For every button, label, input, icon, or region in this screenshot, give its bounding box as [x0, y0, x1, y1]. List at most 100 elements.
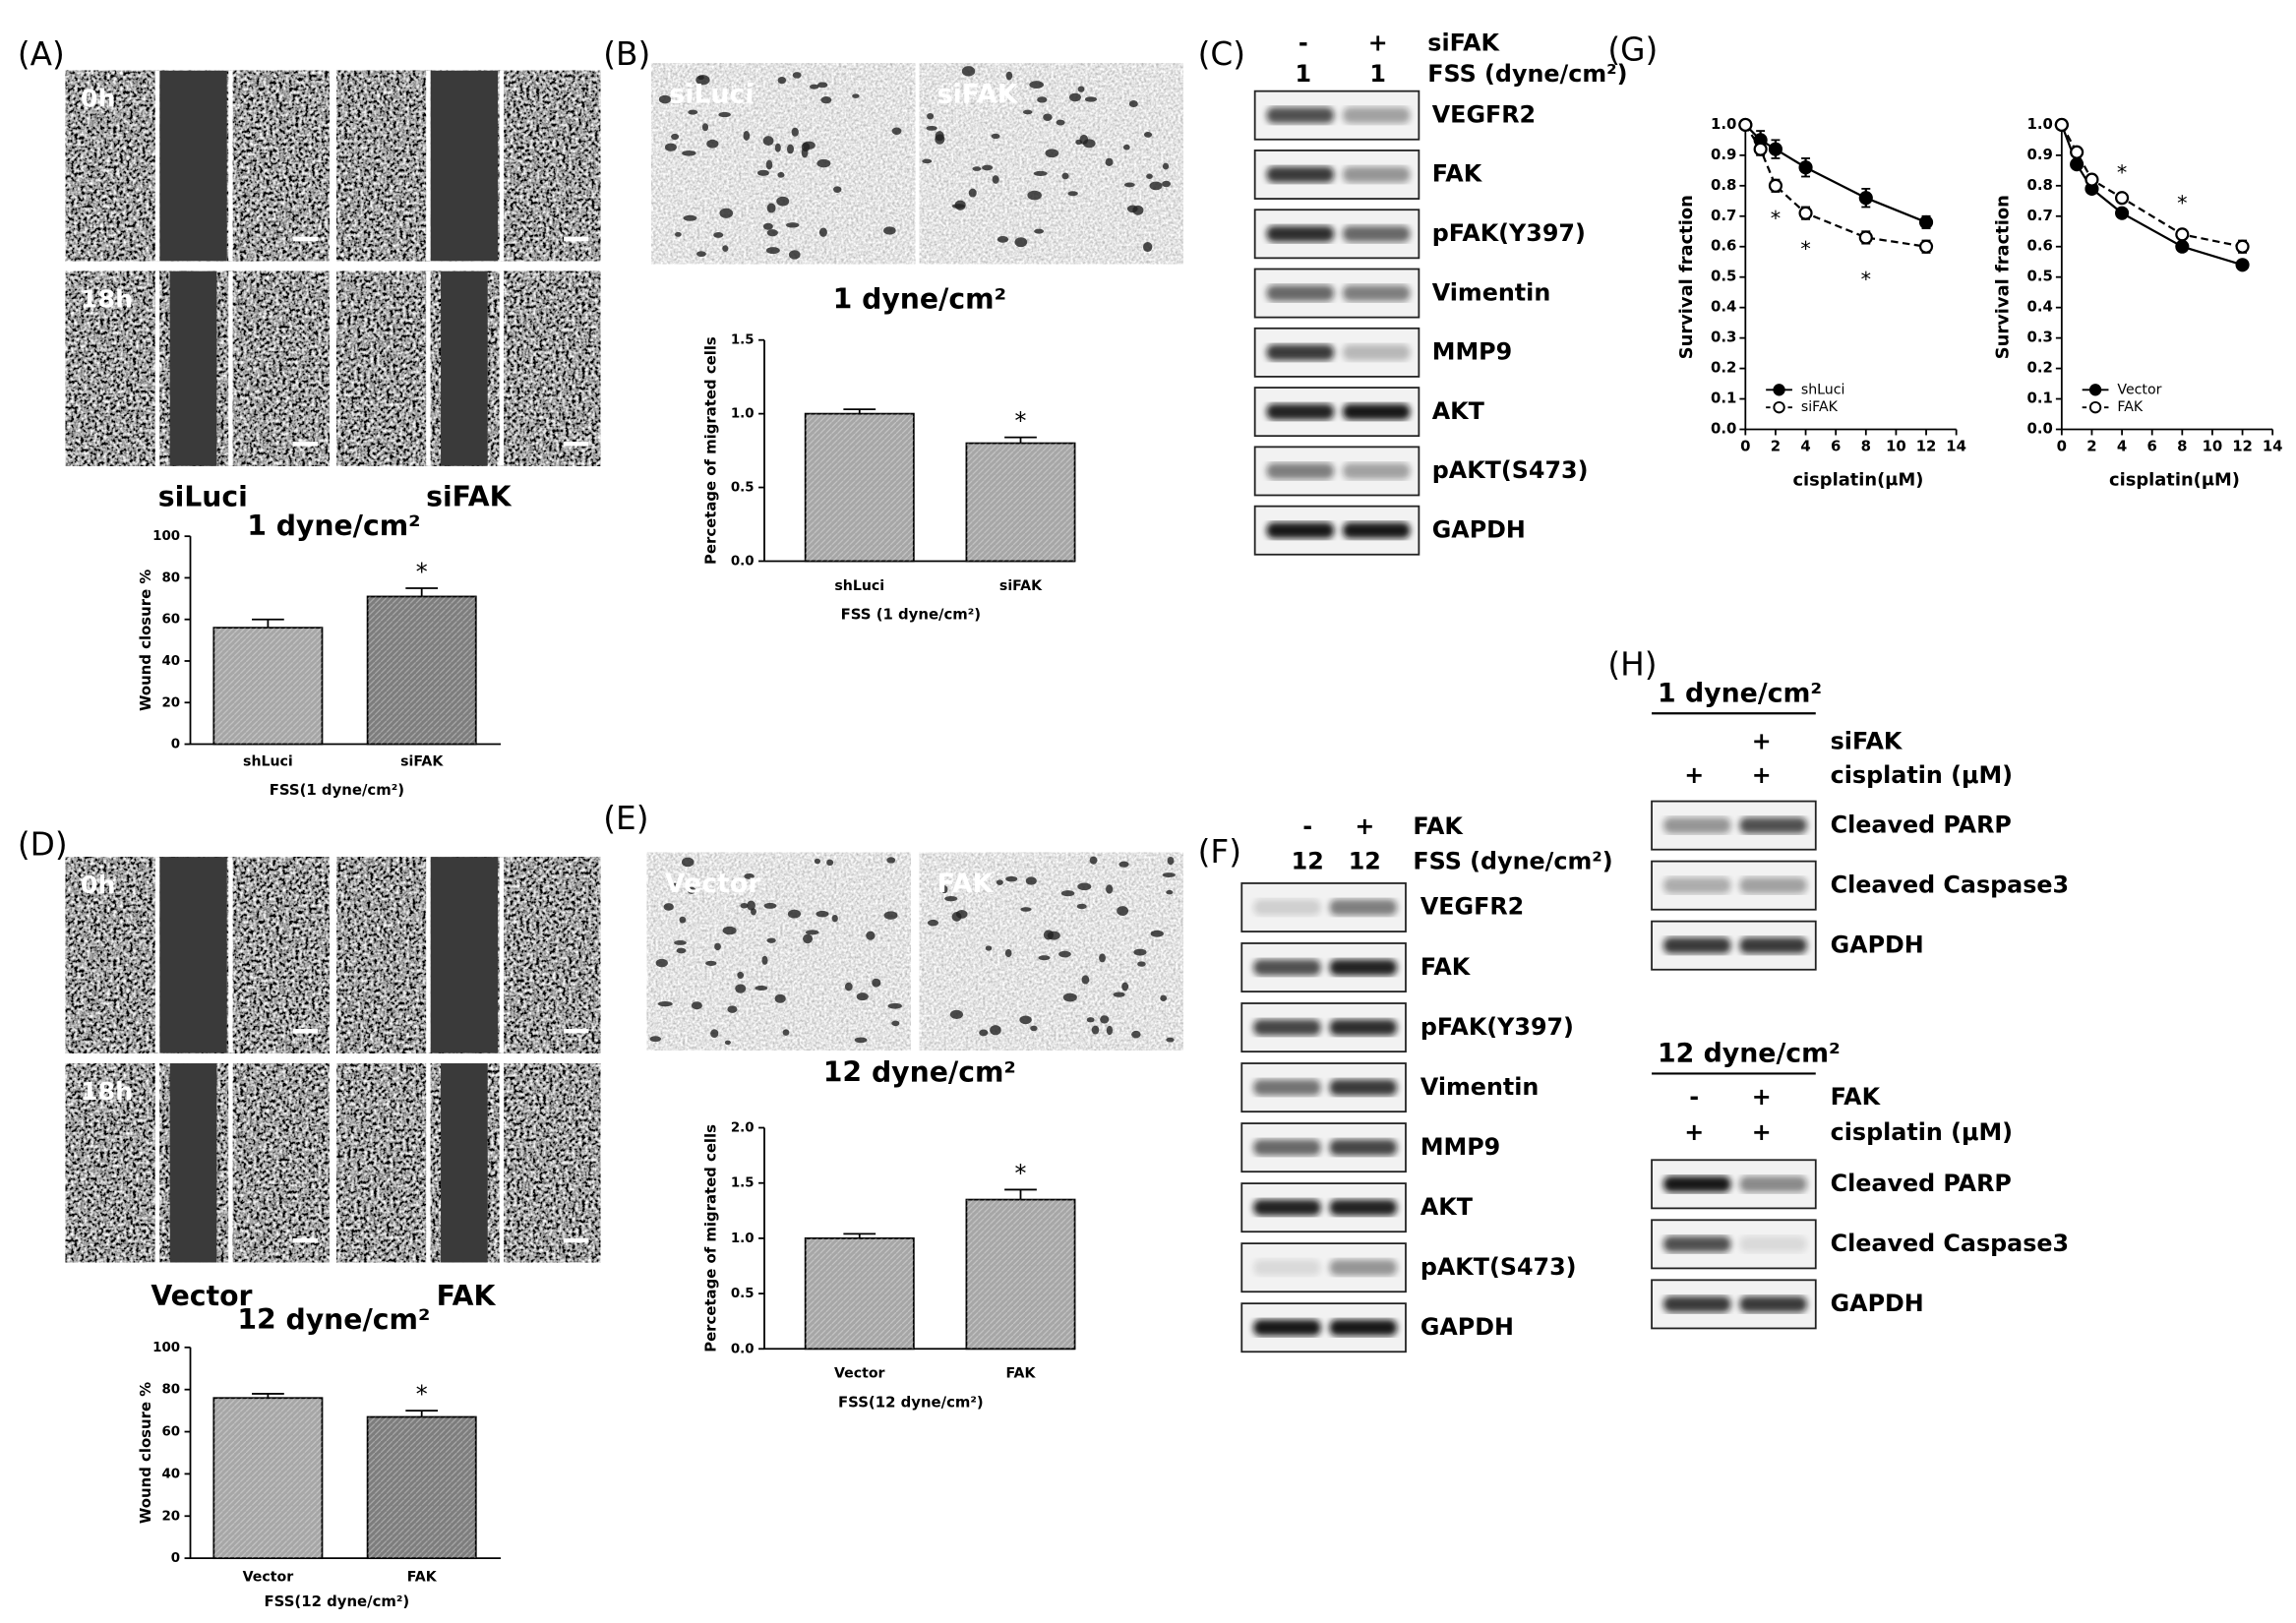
y-tick-label: 0.3	[1711, 329, 1736, 346]
cell	[991, 133, 1000, 140]
band	[1253, 1079, 1321, 1096]
cell	[1077, 86, 1085, 92]
micrograph	[646, 852, 911, 1051]
cell	[761, 955, 768, 965]
cell	[1100, 1015, 1110, 1024]
x-tick-label: 0	[2057, 437, 2067, 454]
band-label: FAK	[1432, 160, 1483, 188]
point	[1768, 142, 1783, 156]
bar-texture	[213, 628, 323, 745]
cell	[774, 993, 786, 1003]
micrograph	[651, 63, 916, 265]
cell	[722, 245, 729, 252]
band-label: pFAK(Y397)	[1432, 219, 1586, 247]
cell	[1061, 172, 1069, 180]
cell	[691, 1001, 702, 1010]
cell	[1162, 162, 1170, 170]
point	[1918, 239, 1934, 254]
band	[1329, 899, 1398, 916]
cell	[664, 143, 677, 151]
cell	[1037, 96, 1048, 103]
cell	[1166, 889, 1174, 895]
cell	[706, 139, 719, 149]
separator	[426, 70, 431, 262]
cell	[926, 125, 937, 131]
y-tick-label: 0.4	[1711, 298, 1736, 316]
cell	[1160, 994, 1168, 1001]
lane-mark: +	[1752, 1083, 1772, 1111]
cell	[697, 75, 704, 81]
treatment-label: FAK	[1831, 1083, 1882, 1111]
cell	[1086, 1017, 1095, 1023]
cell	[891, 127, 902, 135]
cell	[1162, 872, 1176, 877]
condition-label: 12 dyne/cm²	[237, 1303, 430, 1336]
cell	[762, 136, 774, 147]
cell	[1137, 961, 1146, 967]
separator	[228, 857, 233, 1053]
cell	[788, 250, 801, 260]
x-tick-label: 2	[1771, 437, 1781, 454]
cell	[872, 978, 881, 988]
point	[2085, 172, 2099, 187]
cell	[816, 910, 829, 918]
cell	[1058, 950, 1071, 958]
cell	[791, 127, 799, 137]
panel-label: (F)	[1198, 833, 1241, 871]
y-tick-label: 40	[161, 654, 180, 669]
bar-texture	[966, 443, 1075, 562]
band-label: Cleaved PARP	[1831, 1170, 2012, 1197]
cell	[944, 895, 958, 902]
cell	[675, 231, 682, 237]
cell	[687, 886, 696, 894]
band	[1662, 816, 1731, 834]
cell	[816, 158, 831, 168]
cell	[1056, 119, 1065, 126]
lane-mark: +	[1684, 1118, 1704, 1146]
lane-mark: 1	[1369, 60, 1386, 88]
cell	[844, 982, 853, 992]
cell	[1005, 875, 1018, 882]
cell	[968, 188, 977, 198]
band	[1739, 1295, 1807, 1313]
point	[1798, 206, 1813, 220]
cell	[1132, 205, 1144, 215]
cell	[1081, 975, 1090, 985]
band	[1739, 876, 1807, 894]
cell	[935, 131, 944, 142]
point	[2070, 145, 2085, 159]
separator	[426, 1063, 431, 1263]
band	[1329, 1199, 1398, 1216]
cell	[891, 1020, 900, 1027]
y-tick-label: 0.9	[1711, 146, 1736, 163]
y-tick-label: 0.8	[1711, 176, 1736, 194]
cell	[786, 222, 800, 228]
cell	[997, 235, 1009, 243]
band	[1662, 1235, 1731, 1253]
lane-mark: +	[1752, 728, 1772, 755]
cell	[883, 911, 898, 920]
y-tick-label: 20	[161, 695, 180, 710]
condition-label: siLuci	[158, 480, 248, 512]
separator	[426, 270, 431, 466]
lane-mark: -	[1689, 1083, 1699, 1111]
band	[1342, 403, 1411, 420]
band-label: MMP9	[1432, 338, 1512, 366]
y-tick-label: 0.3	[2027, 329, 2053, 346]
cell	[1146, 173, 1153, 179]
cell	[1167, 856, 1175, 866]
band	[1253, 1139, 1321, 1156]
y-tick-label: 0.1	[1711, 390, 1736, 407]
y-tick-label: 0.6	[2027, 237, 2053, 255]
lane-mark: 12	[1349, 848, 1381, 875]
cell	[674, 940, 687, 945]
cell	[820, 95, 832, 104]
cell	[801, 148, 809, 158]
x-tick-label: 4	[2117, 437, 2127, 454]
point	[2115, 206, 2130, 220]
y-tick-label: 0.2	[1711, 359, 1736, 377]
band	[1342, 462, 1411, 480]
cell	[985, 945, 993, 951]
y-tick-label: 1.5	[731, 1176, 755, 1191]
cell	[1033, 170, 1048, 176]
